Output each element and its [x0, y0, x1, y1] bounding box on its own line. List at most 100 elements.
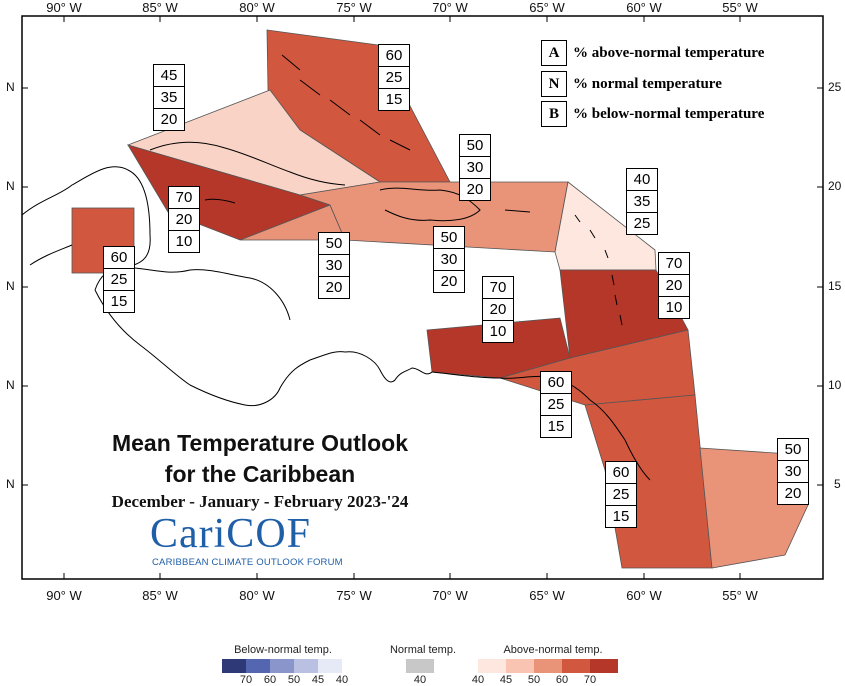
- normal-value: 20: [169, 209, 199, 231]
- below-value: 20: [440, 273, 458, 290]
- above-value: 45: [154, 65, 184, 87]
- below-value: 20: [784, 485, 802, 502]
- map-title-line2: for the Caribbean: [164, 461, 356, 487]
- lon-label-top: 55° W: [722, 0, 758, 15]
- scale-below-value: 50: [287, 674, 301, 686]
- above-value: 60: [104, 247, 134, 269]
- above-value: 70: [659, 253, 689, 275]
- below-value: 10: [175, 233, 193, 250]
- normal-value: 25: [379, 67, 409, 89]
- legend-above: A % above-normal temperature: [541, 40, 764, 66]
- lat-label-left: N: [6, 477, 15, 491]
- above-value: 50: [434, 227, 464, 249]
- scale-below-value: 70: [239, 674, 253, 686]
- lon-label-top: 60° W: [626, 0, 662, 15]
- lon-label-bottom: 90° W: [46, 588, 82, 603]
- above-value: 50: [319, 233, 349, 255]
- scale-below-value: 60: [263, 674, 277, 686]
- scale-swatch-below-60: [246, 659, 270, 673]
- below-value: 10: [489, 323, 507, 340]
- scale-above-value: 60: [555, 674, 569, 686]
- prob-box-trinidad-tobago: 60 25 15: [540, 371, 572, 438]
- normal-value: 30: [319, 255, 349, 277]
- scale-swatch-below-40: [318, 659, 342, 673]
- scale-swatch-above-45: [506, 659, 534, 673]
- above-value: 60: [541, 372, 571, 394]
- scale-swatch-above-50: [534, 659, 562, 673]
- prob-box-south-jamaica: 50 30 20: [318, 232, 350, 299]
- prob-box-leeward-islands: 40 35 25: [626, 168, 658, 235]
- map-title-line1: Mean Temperature Outlook: [111, 430, 409, 456]
- legend-below: B % below-normal temperature: [541, 101, 764, 127]
- prob-box-bahamas: 60 25 15: [378, 44, 410, 111]
- lon-label-bottom: 75° W: [336, 588, 372, 603]
- legend-normal: N % normal temperature: [541, 71, 722, 97]
- above-value: 60: [606, 462, 636, 484]
- normal-value: 20: [659, 275, 689, 297]
- lon-label-top: 90° W: [46, 0, 82, 15]
- above-value: 60: [379, 45, 409, 67]
- normal-value: 20: [483, 299, 513, 321]
- tick-marks: [22, 16, 823, 579]
- normal-value: 25: [606, 484, 636, 506]
- lon-label-bottom: 85° W: [142, 588, 178, 603]
- above-value: 70: [483, 277, 513, 299]
- below-value: 20: [325, 279, 343, 296]
- lon-label-top: 70° W: [432, 0, 468, 15]
- lat-label-left: N: [6, 378, 15, 392]
- legend-letter-n: N: [541, 71, 567, 97]
- scale-swatch-above-40: [478, 659, 506, 673]
- scale-below-title: Below-normal temp.: [234, 644, 332, 656]
- below-value: 15: [547, 418, 565, 435]
- below-value: 15: [385, 91, 403, 108]
- scale-normal-value: 40: [413, 674, 427, 686]
- prob-box-guyana: 60 25 15: [605, 461, 637, 528]
- lat-label-left: N: [6, 179, 15, 193]
- caricof-logo-subtitle: CARIBBEAN CLIMATE OUTLOOK FORUM: [152, 557, 343, 568]
- prob-box-hispaniola: 50 30 20: [459, 134, 491, 201]
- below-value: 15: [110, 293, 128, 310]
- scale-below-value: 45: [311, 674, 325, 686]
- normal-value: 30: [778, 461, 808, 483]
- below-value: 10: [665, 299, 683, 316]
- lat-label-right: 25: [828, 80, 842, 94]
- scale-above-title: Above-normal temp.: [503, 644, 603, 656]
- normal-value: 25: [541, 394, 571, 416]
- prob-box-abc-islands: 70 20 10: [482, 276, 514, 343]
- below-value: 20: [160, 111, 178, 128]
- lat-label-right: 5: [834, 477, 841, 491]
- above-value: 70: [169, 187, 199, 209]
- scale-swatch-below-50: [270, 659, 294, 673]
- below-value: 15: [612, 508, 630, 525]
- above-value: 40: [627, 169, 657, 191]
- lon-label-bottom: 55° W: [722, 588, 758, 603]
- below-value: 20: [466, 181, 484, 198]
- lon-label-bottom: 65° W: [529, 588, 565, 603]
- scale-above-value: 40: [471, 674, 485, 686]
- normal-value: 30: [460, 157, 490, 179]
- lon-label-bottom: 80° W: [239, 588, 275, 603]
- lon-label-top: 65° W: [529, 0, 565, 15]
- scale-swatch-normal-40: [406, 659, 434, 673]
- above-value: 50: [778, 439, 808, 461]
- below-value: 25: [633, 215, 651, 232]
- prob-box-cuba: 45 35 20: [153, 64, 185, 131]
- scale-swatch-above-70: [590, 659, 618, 673]
- legend-letter-a: A: [541, 40, 567, 66]
- normal-value: 25: [104, 269, 134, 291]
- legend-text-below: % below-normal temperature: [573, 105, 765, 122]
- prob-box-puerto-rico-south: 50 30 20: [433, 226, 465, 293]
- scale-swatch-below-45: [294, 659, 318, 673]
- lat-label-left: N: [6, 279, 15, 293]
- legend-text-above: % above-normal temperature: [573, 44, 765, 61]
- caricof-logo: CariCOF: [150, 511, 312, 557]
- scale-normal-title: Normal temp.: [389, 644, 457, 656]
- prob-box-suriname: 50 30 20: [777, 438, 809, 505]
- lat-label-left: N: [6, 80, 15, 94]
- legend-text-normal: % normal temperature: [573, 75, 722, 92]
- normal-value: 35: [154, 87, 184, 109]
- prob-box-jamaica-cayman: 70 20 10: [168, 186, 200, 253]
- scale-below-value: 40: [335, 674, 349, 686]
- scale-swatch-below-70: [222, 659, 246, 673]
- lat-label-right: 10: [828, 378, 842, 392]
